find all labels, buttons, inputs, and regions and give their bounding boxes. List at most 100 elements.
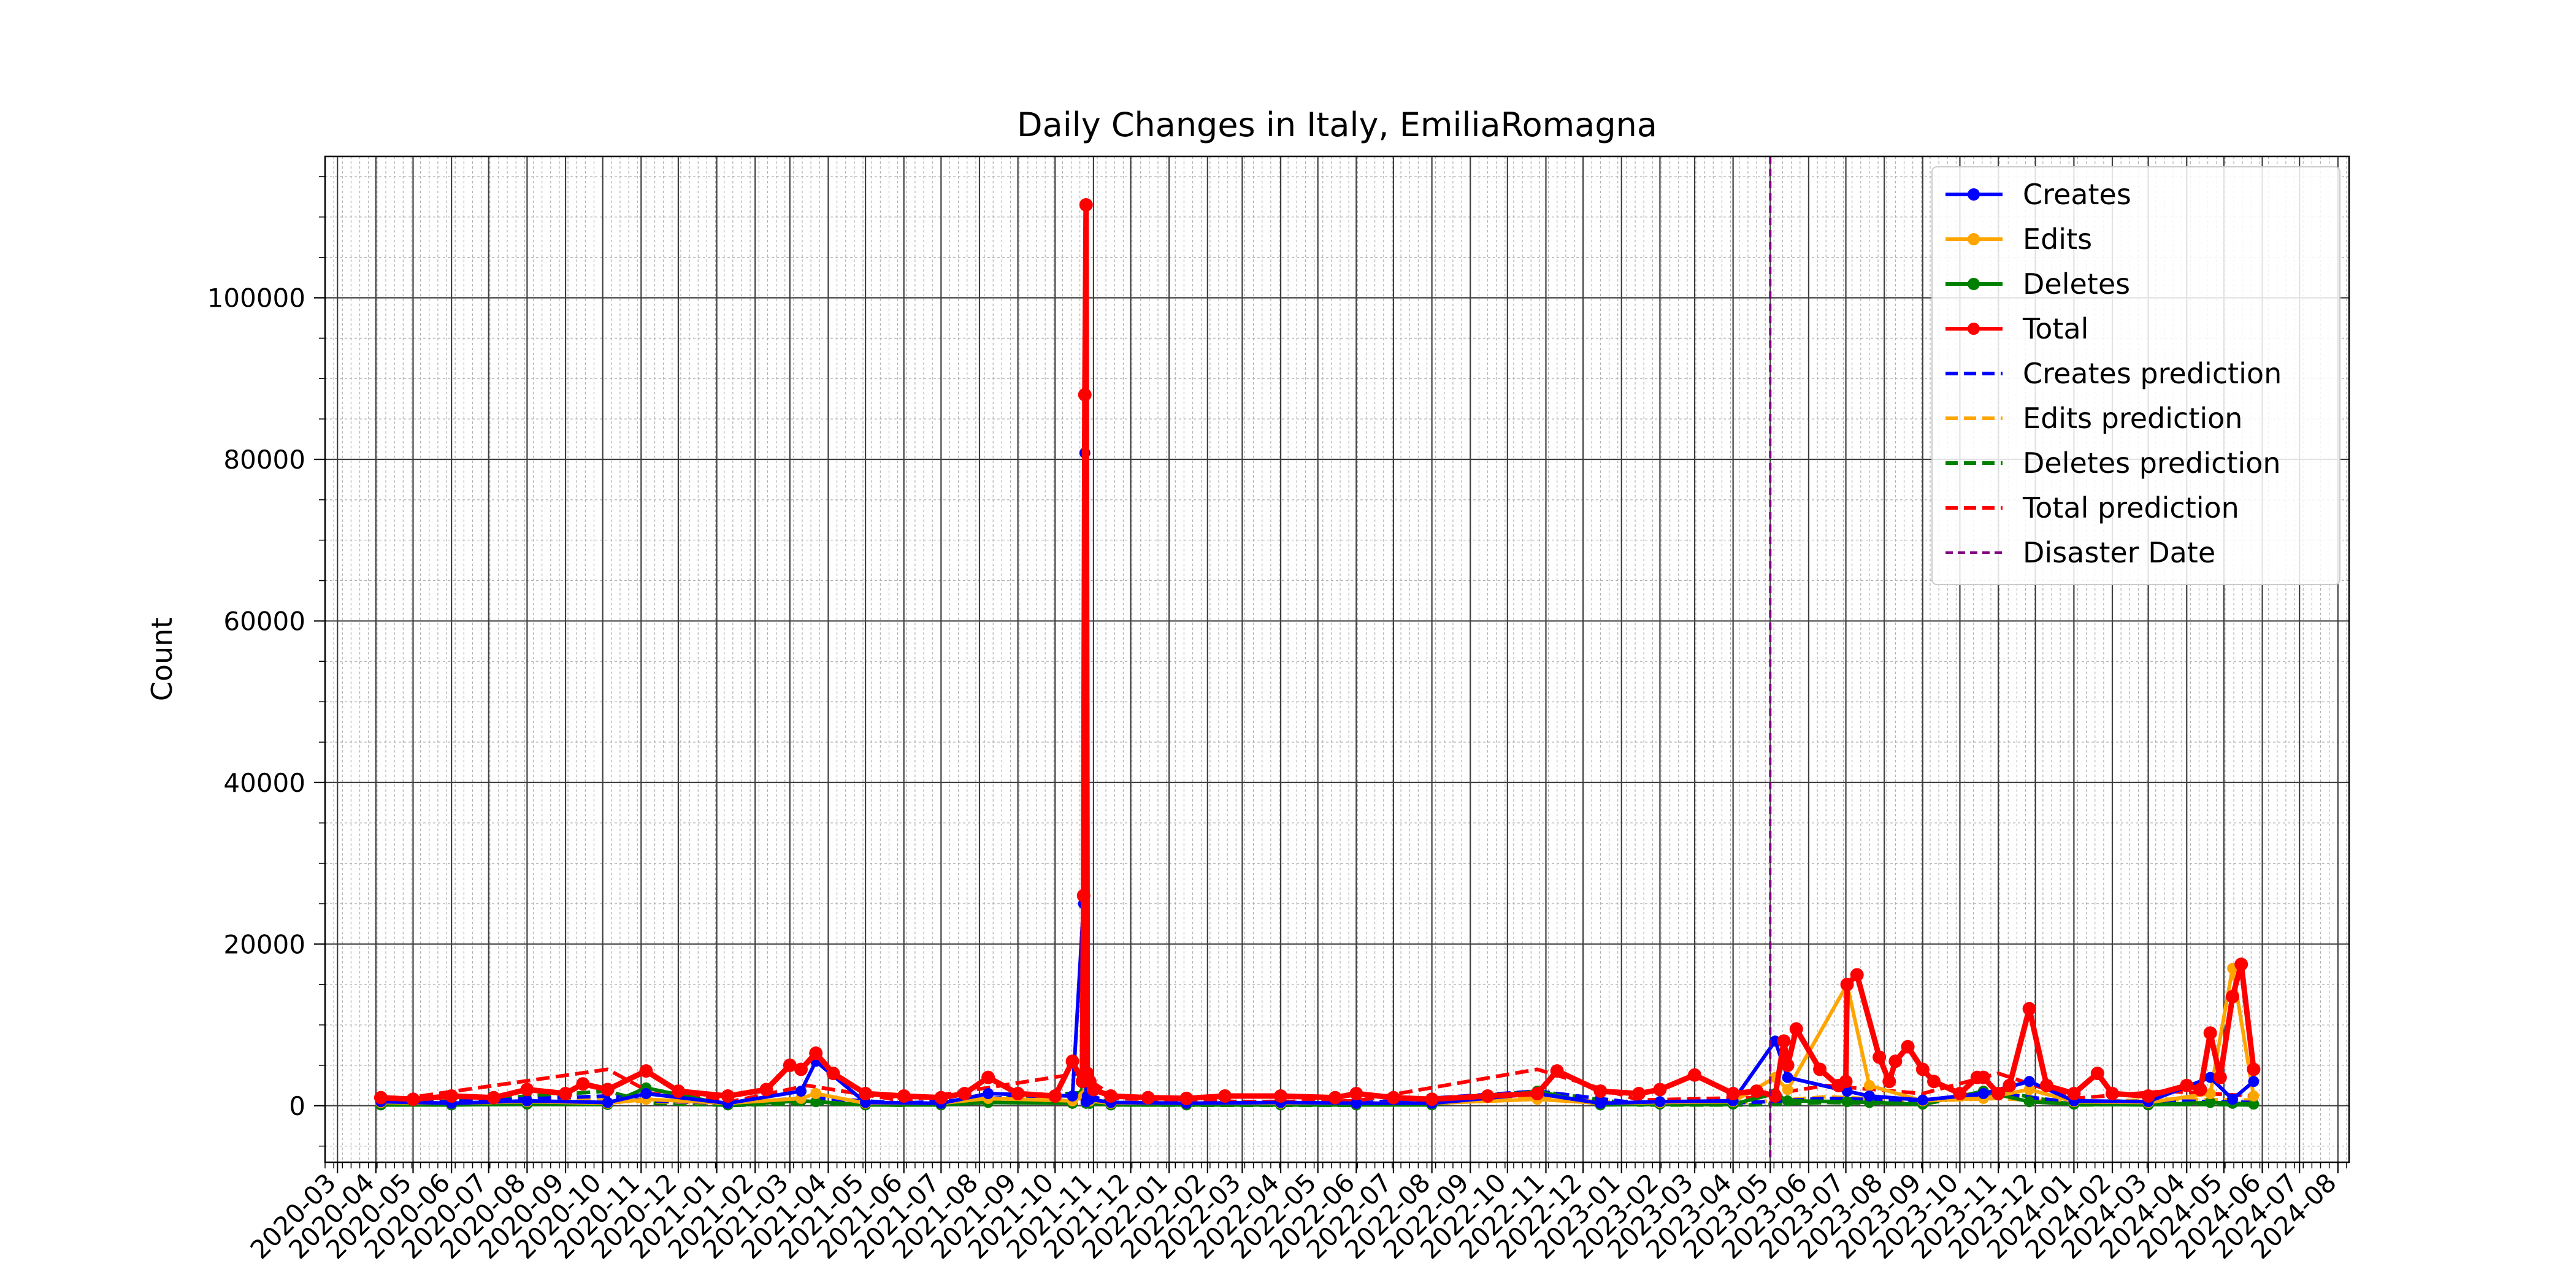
data-point-deletes	[2023, 1096, 2035, 1108]
data-point-total	[1840, 978, 1854, 992]
data-point-total	[2193, 1083, 2207, 1097]
data-point-creates	[1863, 1090, 1875, 1102]
data-point-total	[1179, 1091, 1194, 1105]
legend-label-creates-prediction: Creates prediction	[2023, 357, 2282, 390]
data-point-total	[576, 1077, 590, 1091]
data-point-deletes	[2248, 1098, 2260, 1110]
data-point-total	[1813, 1062, 1827, 1076]
legend-label-creates: Creates	[2023, 178, 2131, 211]
legend-label-edits-prediction: Edits prediction	[2023, 402, 2242, 435]
data-point-total	[1078, 388, 1092, 402]
data-point-total	[897, 1089, 911, 1103]
data-point-total	[1086, 1083, 1100, 1097]
data-point-creates	[2227, 1094, 2239, 1105]
legend-item-total-prediction: Total prediction	[1945, 491, 2239, 524]
data-point-total	[2067, 1087, 2081, 1101]
data-point-total	[859, 1087, 873, 1101]
data-point-total	[2247, 1062, 2261, 1076]
data-point-creates	[1977, 1088, 1989, 1100]
legend-item-creates: Creates	[1945, 178, 2131, 211]
data-point-total	[1839, 1075, 1853, 1089]
series-line-total	[380, 202, 2256, 1102]
legend-item-creates-prediction: Creates prediction	[1945, 357, 2282, 390]
y-axis-label: Count	[145, 618, 178, 702]
data-point-total	[1777, 1034, 1791, 1048]
y-tick-label: 80000	[223, 445, 305, 475]
data-point-total	[721, 1089, 735, 1103]
legend-label-total-prediction: Total prediction	[2022, 491, 2239, 524]
y-tick-label: 40000	[223, 768, 305, 798]
data-point-total	[1593, 1084, 1608, 1098]
data-point-total	[374, 1091, 388, 1105]
data-point-total	[1873, 1050, 1887, 1064]
data-point-total	[2090, 1067, 2104, 1081]
data-point-edits	[1863, 1079, 1875, 1091]
data-point-total	[1888, 1054, 1903, 1068]
data-point-creates	[2204, 1071, 2216, 1083]
data-point-total	[1274, 1089, 1288, 1103]
data-point-deletes	[1782, 1095, 1793, 1106]
legend-label-deletes: Deletes	[2023, 267, 2130, 301]
data-point-total	[1104, 1089, 1118, 1103]
y-tick-label: 100000	[207, 283, 305, 313]
data-point-total	[1481, 1089, 1495, 1103]
data-point-total	[2226, 989, 2240, 1003]
data-point-total	[2213, 1070, 2227, 1084]
legend-item-edits-prediction: Edits prediction	[1945, 402, 2242, 435]
data-point-total	[2234, 957, 2248, 972]
data-point-total	[1976, 1070, 1990, 1084]
data-point-total	[1750, 1084, 1764, 1098]
plot-area	[374, 198, 2261, 1111]
chart-title: Daily Changes in Italy, EmiliaRomagna	[1017, 105, 1657, 144]
legend-marker-edits	[1968, 233, 1980, 245]
legend-item-edits: Edits	[1945, 223, 2092, 256]
data-point-total	[600, 1083, 615, 1097]
data-point-total	[1632, 1087, 1646, 1101]
data-point-total	[1882, 1075, 1896, 1089]
data-point-deletes	[2204, 1097, 2216, 1108]
data-point-total	[783, 1058, 797, 1072]
data-point-total	[1915, 1062, 1930, 1076]
data-point-total	[671, 1084, 685, 1098]
data-point-edits	[1782, 1084, 1793, 1095]
data-point-total	[1768, 1089, 1782, 1103]
data-point-total	[1653, 1083, 1667, 1097]
legend-label-disaster-date: Disaster Date	[2023, 536, 2215, 569]
legend-marker-deletes	[1968, 278, 1980, 290]
data-point-creates	[2023, 1076, 2035, 1087]
legend-item-disaster-date: Disaster Date	[1945, 536, 2215, 569]
data-point-edits	[2204, 1088, 2216, 1100]
data-point-total	[1726, 1087, 1740, 1101]
data-point-total	[1386, 1091, 1400, 1105]
legend-label-total: Total	[2022, 312, 2088, 345]
legend-marker-creates	[1968, 188, 1980, 201]
data-point-total	[1425, 1092, 1439, 1106]
data-point-total	[934, 1091, 948, 1105]
data-point-total	[520, 1083, 534, 1097]
data-point-total	[2141, 1089, 2155, 1103]
data-point-total	[1953, 1087, 1967, 1101]
data-point-total	[1850, 968, 1864, 982]
data-point-total	[2039, 1078, 2053, 1092]
data-point-edits	[2248, 1090, 2260, 1102]
data-point-total	[826, 1067, 840, 1081]
data-point-total	[1328, 1091, 1342, 1105]
data-point-total	[1011, 1087, 1025, 1101]
data-point-creates	[983, 1088, 994, 1100]
y-axis-ticks: 0 20000 40000 60000 80000 100000	[207, 176, 325, 1147]
data-point-total	[445, 1089, 459, 1103]
data-point-edits	[2023, 1084, 2035, 1095]
data-point-creates	[521, 1095, 533, 1106]
data-point-total	[2203, 1026, 2217, 1040]
data-point-total	[1550, 1064, 1564, 1078]
series-total	[374, 198, 2261, 1106]
data-point-total	[809, 1046, 823, 1060]
data-point-creates	[1595, 1097, 1606, 1109]
data-point-total	[1048, 1089, 1062, 1103]
data-point-total	[2003, 1078, 2017, 1092]
data-point-total	[2180, 1078, 2194, 1092]
data-point-total	[957, 1087, 972, 1101]
data-point-total	[1901, 1040, 1915, 1054]
series-line-creates	[380, 451, 2255, 1105]
